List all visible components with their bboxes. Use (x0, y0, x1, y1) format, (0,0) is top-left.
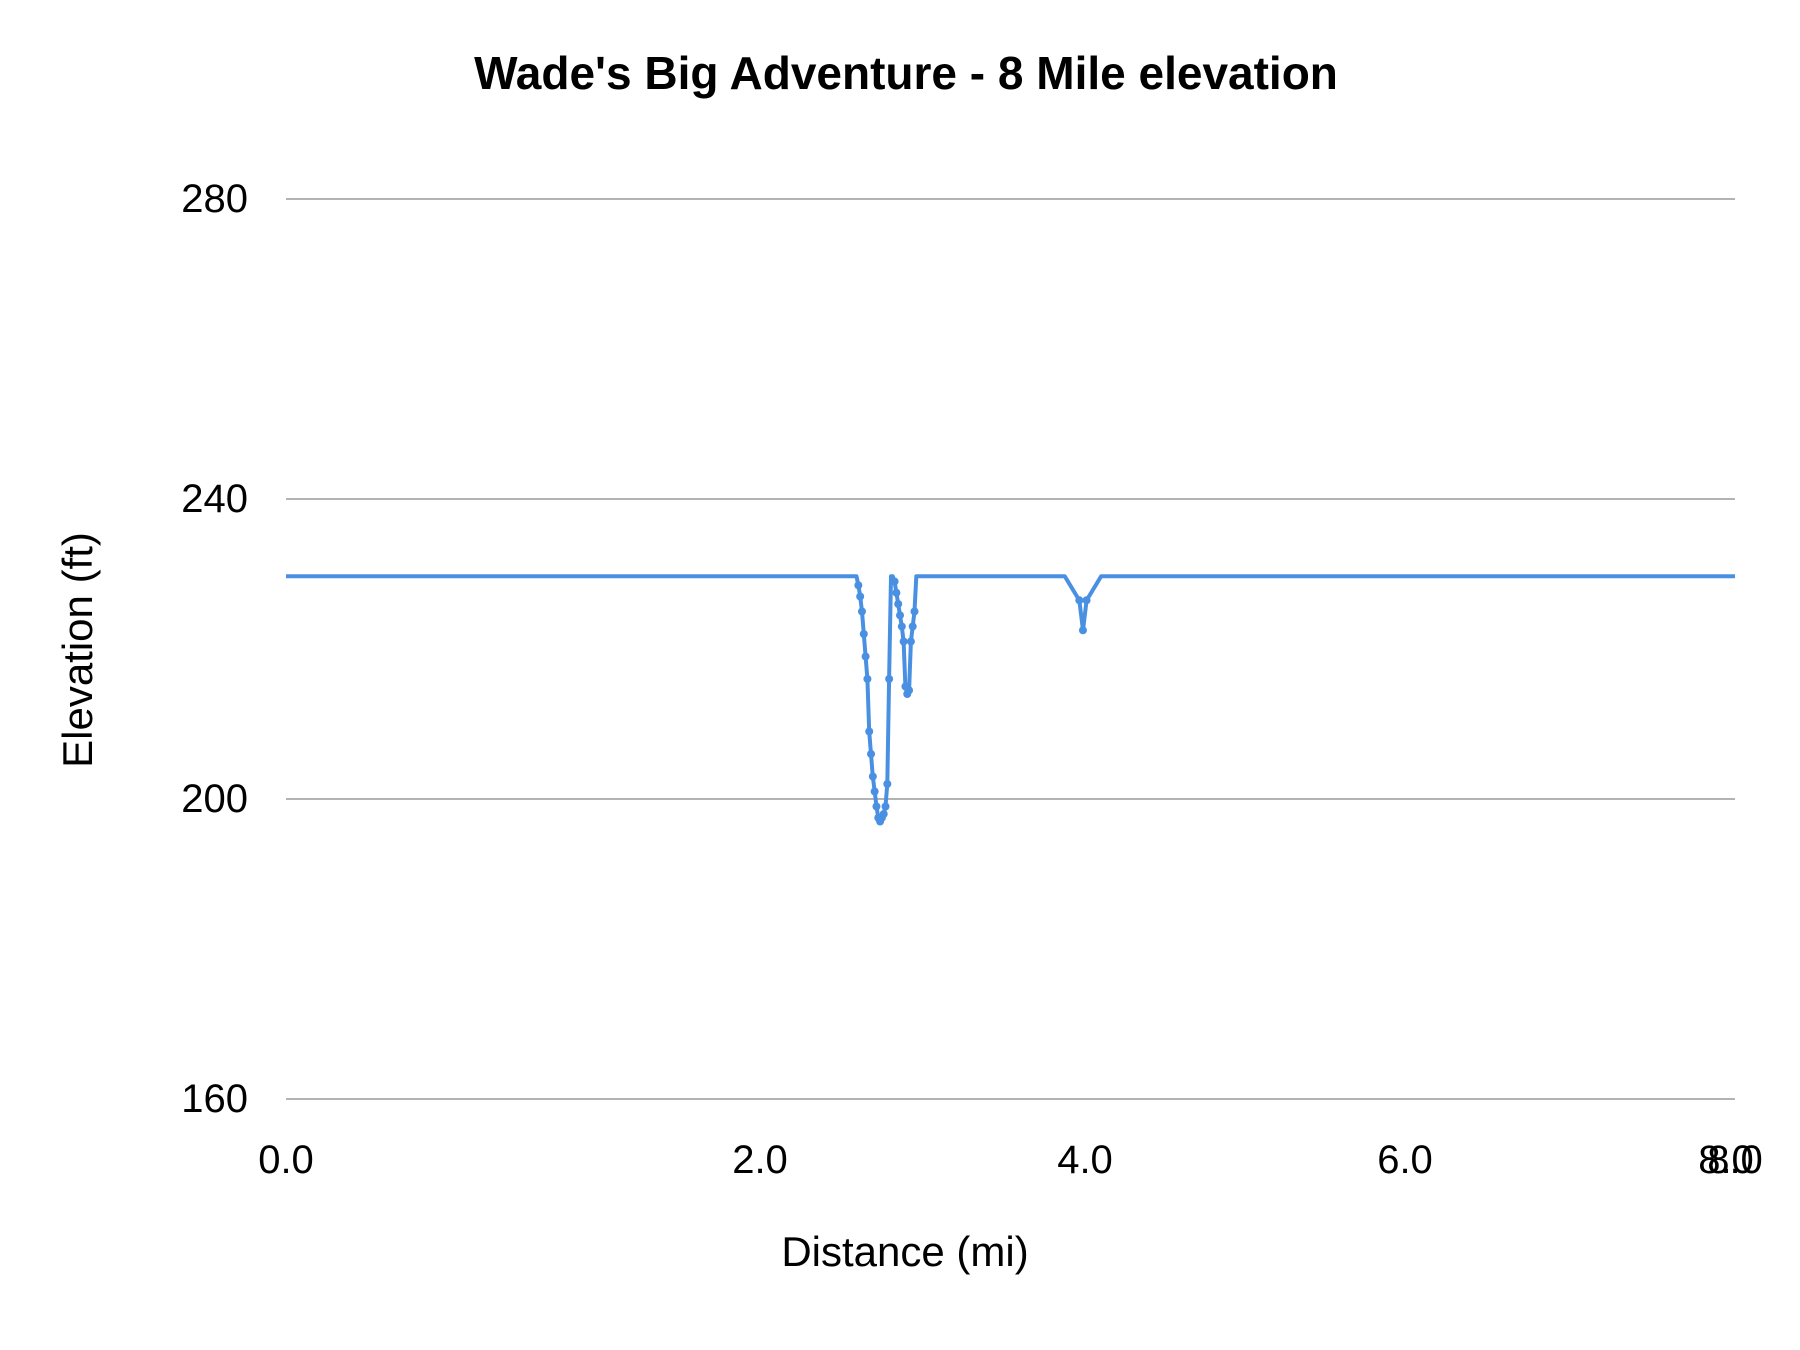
data-point (872, 802, 881, 811)
y-tick-200: 200 (181, 777, 248, 821)
data-point (856, 592, 865, 601)
data-point (870, 787, 879, 796)
x-axis-label: Distance (mi) (781, 1228, 1029, 1275)
data-point (897, 622, 906, 631)
data-point (892, 588, 901, 597)
data-point (905, 686, 914, 695)
data-point (910, 607, 919, 616)
data-point (1075, 596, 1084, 605)
data-point (861, 652, 870, 661)
x-tick-2: 2.0 (732, 1138, 788, 1182)
x-tick-8b: 8.0 (1707, 1138, 1763, 1182)
data-point (859, 630, 868, 638)
data-point (883, 780, 892, 788)
data-point (899, 637, 908, 646)
x-tick-0: 0.0 (258, 1138, 314, 1182)
data-point (857, 607, 866, 616)
data-point (868, 772, 877, 781)
data-point (881, 802, 890, 811)
data-point (865, 727, 874, 736)
x-tick-4: 4.0 (1057, 1138, 1113, 1182)
data-point (890, 577, 899, 586)
y-tick-160: 160 (181, 1077, 248, 1121)
x-tick-8a: 8.0 (1698, 1138, 1754, 1182)
elevation-polyline (286, 574, 1735, 824)
data-point (908, 622, 917, 631)
data-point (1078, 626, 1087, 635)
data-point (863, 675, 872, 683)
data-point (896, 611, 905, 620)
y-tick-280: 280 (181, 177, 248, 221)
data-point (906, 637, 915, 646)
data-point (867, 750, 876, 758)
gridlines (286, 198, 1735, 1100)
data-point (894, 600, 903, 608)
y-tick-240: 240 (181, 477, 248, 521)
data-point (885, 675, 894, 683)
y-axis-label: Elevation (ft) (54, 532, 101, 768)
x-tick-6: 6.0 (1377, 1138, 1433, 1182)
chart-title: Wade's Big Adventure - 8 Mile elevation (474, 47, 1338, 99)
data-point (854, 581, 863, 590)
data-point (879, 810, 888, 818)
data-point (1082, 596, 1091, 605)
elevation-line (286, 574, 1735, 826)
